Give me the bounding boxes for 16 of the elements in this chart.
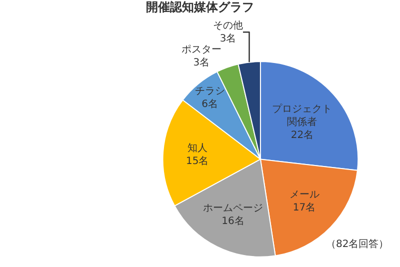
slice-label: ホームページ <box>202 202 263 214</box>
slice-label: メール <box>289 189 320 200</box>
slice-label: プロジェクト関係者 <box>272 103 332 128</box>
data-label: 15名 <box>186 154 209 167</box>
chart-title: 開催認知媒体グラフ <box>146 0 254 14</box>
data-label: 6名 <box>202 98 218 110</box>
data-label: 3名 <box>220 32 236 45</box>
data-label: 3名 <box>193 56 210 69</box>
data-label: 16名 <box>222 214 244 227</box>
slice-label: その他 <box>213 20 243 32</box>
slice-label: ポスター <box>181 44 222 56</box>
data-label: 22名 <box>290 129 314 141</box>
text: （82名回答） <box>326 238 389 250</box>
data-label: 17名 <box>292 201 316 214</box>
slice-label: チラシ <box>194 86 225 97</box>
slice-label: 知人 <box>187 142 208 154</box>
